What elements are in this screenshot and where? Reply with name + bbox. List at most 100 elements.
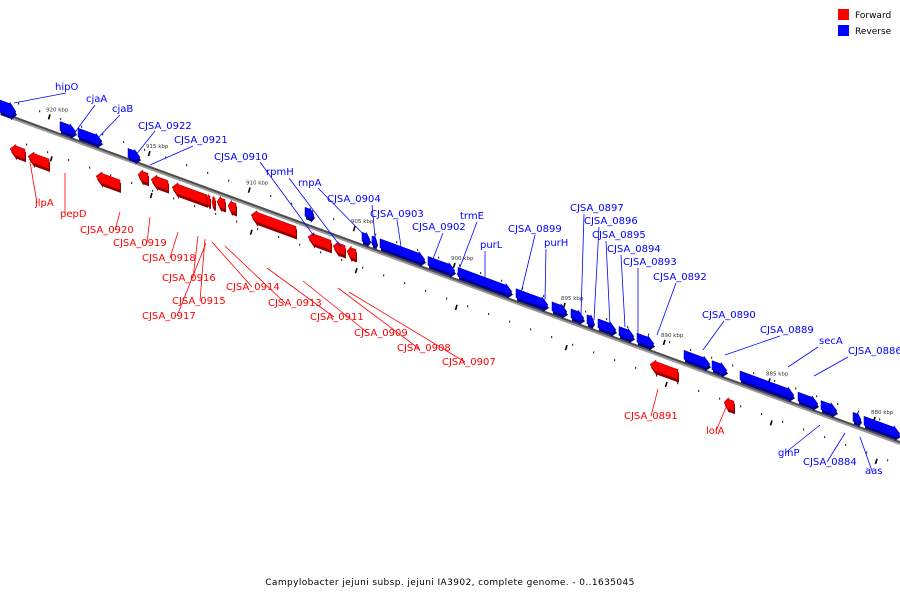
reverse-gene-label: cjaB xyxy=(112,104,133,115)
reverse-gene-arrow xyxy=(515,288,549,310)
forward-gene-label: CJSA_0907 xyxy=(442,357,496,368)
minor-tick xyxy=(194,205,196,208)
reverse-gene-arrow xyxy=(683,349,711,369)
reverse-gene-label: rnpA xyxy=(298,178,322,189)
label-leader xyxy=(72,104,96,136)
reverse-gene-label: CJSA_0921 xyxy=(174,135,228,146)
minor-tick xyxy=(417,248,419,251)
scale-tick xyxy=(564,344,568,351)
minor-tick xyxy=(879,418,881,421)
minor-tick xyxy=(110,174,112,177)
forward-gene-label: CJSA_0914 xyxy=(226,282,280,293)
backbone-shadow xyxy=(0,112,900,445)
label-leader xyxy=(146,216,151,244)
reverse-gene-label: CJSA_0896 xyxy=(584,216,638,227)
forward-gene-arrow xyxy=(332,241,346,256)
label-leader xyxy=(211,241,253,288)
forward-gene-label: CJSA_0891 xyxy=(624,411,678,422)
reverse-gene-label: CJSA_0922 xyxy=(138,121,192,132)
minor-tick xyxy=(866,451,868,454)
reverse-gene-label: CJSA_0892 xyxy=(653,272,707,283)
reverse-gene-label: CJSA_0897 xyxy=(570,203,624,214)
reverse-gene-arrow xyxy=(863,415,900,439)
minor-tick xyxy=(144,148,146,151)
scale-tick xyxy=(149,192,153,199)
reverse-gene-arrow xyxy=(304,206,315,221)
reverse-gene-arrow xyxy=(636,332,655,349)
minor-tick xyxy=(89,166,91,169)
minor-tick xyxy=(690,349,692,352)
label-leader xyxy=(13,92,67,104)
label-leader xyxy=(826,432,846,463)
scale-tick-label: 910 kbp xyxy=(246,181,269,187)
scale-tick xyxy=(147,150,151,157)
label-leader xyxy=(430,232,444,265)
minor-tick xyxy=(761,413,763,416)
label-leader xyxy=(348,291,466,363)
label-leader xyxy=(396,219,403,254)
minor-tick xyxy=(732,364,734,367)
minor-tick xyxy=(795,387,797,390)
forward-gene-label: pepD xyxy=(60,209,87,220)
reverse-gene-label: CJSA_0899 xyxy=(508,224,562,235)
label-leader xyxy=(724,335,781,356)
forward-gene-arrow xyxy=(95,171,121,191)
reverse-gene-label: purH xyxy=(544,238,568,249)
minor-tick xyxy=(215,212,217,215)
label-leader xyxy=(302,280,369,334)
reverse-gene-arrow xyxy=(797,391,819,409)
forward-gene-label: CJSA_0915 xyxy=(172,296,226,307)
forward-gene-arrow xyxy=(723,396,735,412)
scale-ticks: 920 kbp 915 kbp 910 kbp 905 kbp 900 kbp 895 k… xyxy=(46,107,894,465)
minor-tick xyxy=(228,179,230,182)
forward-gene-arrow xyxy=(227,199,237,214)
label-leader xyxy=(114,211,121,231)
label-leader xyxy=(702,320,725,351)
forward-gene-arrow xyxy=(211,195,216,209)
minor-tick xyxy=(740,405,742,408)
minor-tick xyxy=(26,143,28,146)
reverse-gene-label: CJSA_0884 xyxy=(803,457,857,468)
gene-arrows xyxy=(0,99,900,441)
reverse-gene-arrow xyxy=(820,400,838,416)
reverse-gene-label: secA xyxy=(819,336,843,347)
minor-tick xyxy=(711,356,713,359)
minor-tick xyxy=(257,228,259,231)
forward-gene-label: CJSA_0917 xyxy=(142,311,196,322)
minor-tick xyxy=(887,459,889,462)
minor-tick xyxy=(236,220,238,223)
forward-gene-arrow xyxy=(216,195,226,210)
forward-gene-label: CJSA_0913 xyxy=(268,298,322,309)
label-leader xyxy=(199,238,206,302)
minor-tick xyxy=(396,241,398,244)
reverse-gene-label: CJSA_0903 xyxy=(370,209,424,220)
forward-gene-arrow xyxy=(307,232,332,251)
minor-tick xyxy=(480,272,482,275)
minor-tick xyxy=(501,279,503,282)
reverse-gene-label: glnP xyxy=(778,448,800,459)
reverse-gene-label: CJSA_0886 xyxy=(848,346,900,357)
label-leader xyxy=(149,145,194,166)
label-leaders xyxy=(13,92,873,472)
reverse-gene-arrow xyxy=(551,301,568,317)
minor-tick xyxy=(81,125,83,128)
scale-tick xyxy=(662,339,666,346)
minor-tick xyxy=(207,171,209,174)
minor-tick xyxy=(425,289,427,292)
reverse-gene-label: cjaA xyxy=(86,94,107,105)
minor-tick xyxy=(677,382,679,385)
label-leader xyxy=(337,287,419,349)
minor-tick xyxy=(341,259,343,262)
scale-tick xyxy=(249,229,253,235)
reverse-gene-arrow xyxy=(739,370,795,400)
label-leader xyxy=(593,226,600,321)
reverse-gene-label: CJSA_0910 xyxy=(214,152,268,163)
scale-tick-label: 905 kbp xyxy=(351,219,374,225)
scale-tick xyxy=(874,458,878,465)
forward-gene-label: jlpA xyxy=(34,198,54,209)
minor-tick xyxy=(782,420,784,423)
reverse-gene-label: trmE xyxy=(460,211,484,222)
map-caption: Campylobacter jejuni subsp. jejuni IA390… xyxy=(265,578,635,588)
minor-tick xyxy=(698,389,700,392)
scale-tick xyxy=(247,187,251,193)
